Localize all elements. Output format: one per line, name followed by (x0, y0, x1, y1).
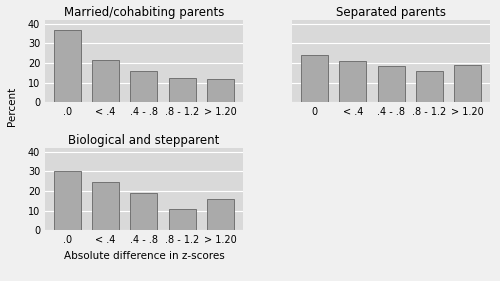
Title: Separated parents: Separated parents (336, 6, 446, 19)
Bar (92, 60, 119, 102)
X-axis label: Absolute difference in z-scores: Absolute difference in z-scores (64, 251, 224, 261)
Bar (301, 55, 328, 102)
Title: Married/cohabiting parents: Married/cohabiting parents (64, 6, 224, 19)
Bar (169, 78, 196, 102)
Bar (169, 209, 196, 230)
Bar (207, 79, 234, 102)
Bar (378, 66, 404, 102)
Title: Biological and stepparent: Biological and stepparent (68, 133, 220, 147)
Text: Percent: Percent (8, 87, 18, 126)
Bar (92, 182, 119, 230)
Bar (130, 193, 158, 230)
Bar (454, 65, 481, 102)
Bar (54, 30, 81, 102)
Bar (207, 199, 234, 230)
Bar (416, 71, 443, 102)
Bar (340, 61, 366, 102)
Bar (130, 71, 158, 102)
Bar (54, 171, 81, 230)
